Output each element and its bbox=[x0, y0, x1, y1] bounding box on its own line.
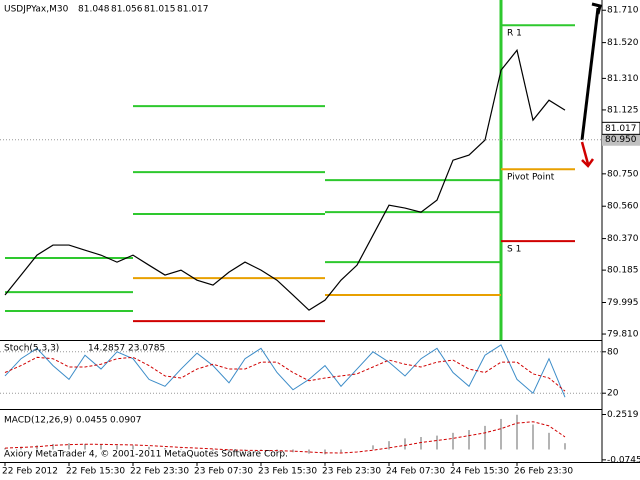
macd-bar bbox=[84, 443, 86, 450]
ohlc-value: 81.048 bbox=[78, 5, 110, 15]
stoch-title: Stoch(5,3,3) bbox=[4, 344, 59, 354]
ohlc-value: 81.017 bbox=[177, 5, 209, 15]
y-tick-label: 80 bbox=[607, 347, 619, 357]
stoch-readout: 14.2857 bbox=[88, 344, 125, 354]
x-tick-label: 24 Feb 15:30 bbox=[450, 467, 509, 477]
y-tick-label: 79.995 bbox=[607, 298, 639, 308]
macd-bar bbox=[36, 445, 38, 450]
macd-bar bbox=[324, 449, 326, 455]
macd-signal bbox=[4, 421, 566, 454]
macd-bar bbox=[308, 449, 310, 454]
up-arrow bbox=[580, 7, 600, 141]
macd-bar bbox=[180, 448, 182, 450]
y-tick-label: 80.560 bbox=[607, 202, 639, 212]
macd-bar bbox=[292, 449, 294, 453]
symbol: USDJPYax,M30 bbox=[4, 5, 69, 15]
y-tick-label: 81.310 bbox=[607, 74, 639, 84]
macd-bar bbox=[20, 446, 22, 450]
y-tick-label: 20 bbox=[607, 389, 619, 399]
macd-bar bbox=[372, 445, 374, 450]
x-tick-label: 24 Feb 07:30 bbox=[386, 467, 445, 477]
y-tick-label: 0.2519 bbox=[607, 410, 639, 420]
macd-bar bbox=[148, 446, 150, 450]
macd-bar bbox=[340, 449, 342, 453]
x-tick-label: 22 Feb 23:30 bbox=[130, 467, 189, 477]
macd-bar bbox=[164, 448, 166, 450]
macd-title: MACD(12,26,9) bbox=[4, 416, 72, 426]
macd-bar bbox=[420, 437, 422, 450]
macd-bar bbox=[500, 418, 502, 450]
macd-bar bbox=[548, 432, 550, 450]
price-box bbox=[601, 121, 640, 135]
y-tick-label: -0.0745 bbox=[607, 455, 640, 465]
ohlc-value: 81.015 bbox=[144, 5, 176, 15]
down-arrow bbox=[580, 141, 590, 165]
stoch-main bbox=[4, 344, 566, 398]
price-label: 81.017 bbox=[605, 124, 637, 134]
macd-bar bbox=[564, 443, 566, 450]
macd-bar bbox=[516, 414, 518, 450]
ohlc-value: 81.056 bbox=[111, 5, 143, 15]
price-line bbox=[4, 48, 566, 311]
macd-bar bbox=[452, 432, 454, 450]
macd-bar bbox=[404, 438, 406, 450]
x-tick-label: 26 Feb 23:30 bbox=[514, 467, 573, 477]
y-tick-label: 80.370 bbox=[607, 234, 639, 244]
x-tick-label: 23 Feb 07:30 bbox=[194, 467, 253, 477]
macd-bar bbox=[212, 449, 214, 451]
x-tick-label: 23 Feb 23:30 bbox=[322, 467, 381, 477]
macd-bar bbox=[100, 444, 102, 450]
bid-label: 80.950 bbox=[605, 135, 637, 145]
macd-bar bbox=[260, 449, 262, 451]
y-tick-label: 81.125 bbox=[607, 105, 639, 115]
x-tick-label: 22 Feb 2012 bbox=[2, 467, 58, 477]
macd-readout: 0.0907 bbox=[110, 416, 142, 426]
macd-bar bbox=[468, 430, 470, 450]
macd-readout: 0.0455 bbox=[76, 416, 108, 426]
macd-bar bbox=[228, 449, 230, 452]
macd-bar bbox=[52, 443, 54, 450]
y-tick-label: 80.750 bbox=[607, 169, 639, 179]
macd-bar bbox=[116, 445, 118, 450]
x-tick-label: 23 Feb 15:30 bbox=[258, 467, 317, 477]
macd-bar bbox=[68, 443, 70, 450]
x-tick-label: 22 Feb 15:30 bbox=[66, 467, 125, 477]
pivot-label: R 1 bbox=[507, 29, 522, 39]
bid-box bbox=[602, 133, 640, 146]
macd-bar bbox=[388, 441, 390, 450]
macd-bar bbox=[484, 425, 486, 450]
macd-bar bbox=[532, 424, 534, 450]
macd-bar bbox=[436, 435, 438, 450]
stoch-readout: 23.0785 bbox=[128, 344, 165, 354]
stoch-signal bbox=[4, 356, 566, 392]
y-tick-label: 80.185 bbox=[607, 266, 639, 276]
y-tick-label: 81.520 bbox=[607, 38, 639, 48]
down-arrow-head bbox=[581, 158, 595, 168]
pivot-label: S 1 bbox=[507, 245, 521, 255]
y-tick-label: 79.810 bbox=[607, 330, 639, 340]
macd-bar bbox=[132, 445, 134, 450]
up-arrow-head bbox=[591, 2, 602, 15]
copyright: Axiory MetaTrader 4, © 2001-2011 MetaQuo… bbox=[4, 450, 288, 460]
macd-bar bbox=[4, 448, 6, 450]
y-tick-label: 81.710 bbox=[607, 6, 639, 16]
pivot-label: Pivot Point bbox=[507, 173, 555, 183]
